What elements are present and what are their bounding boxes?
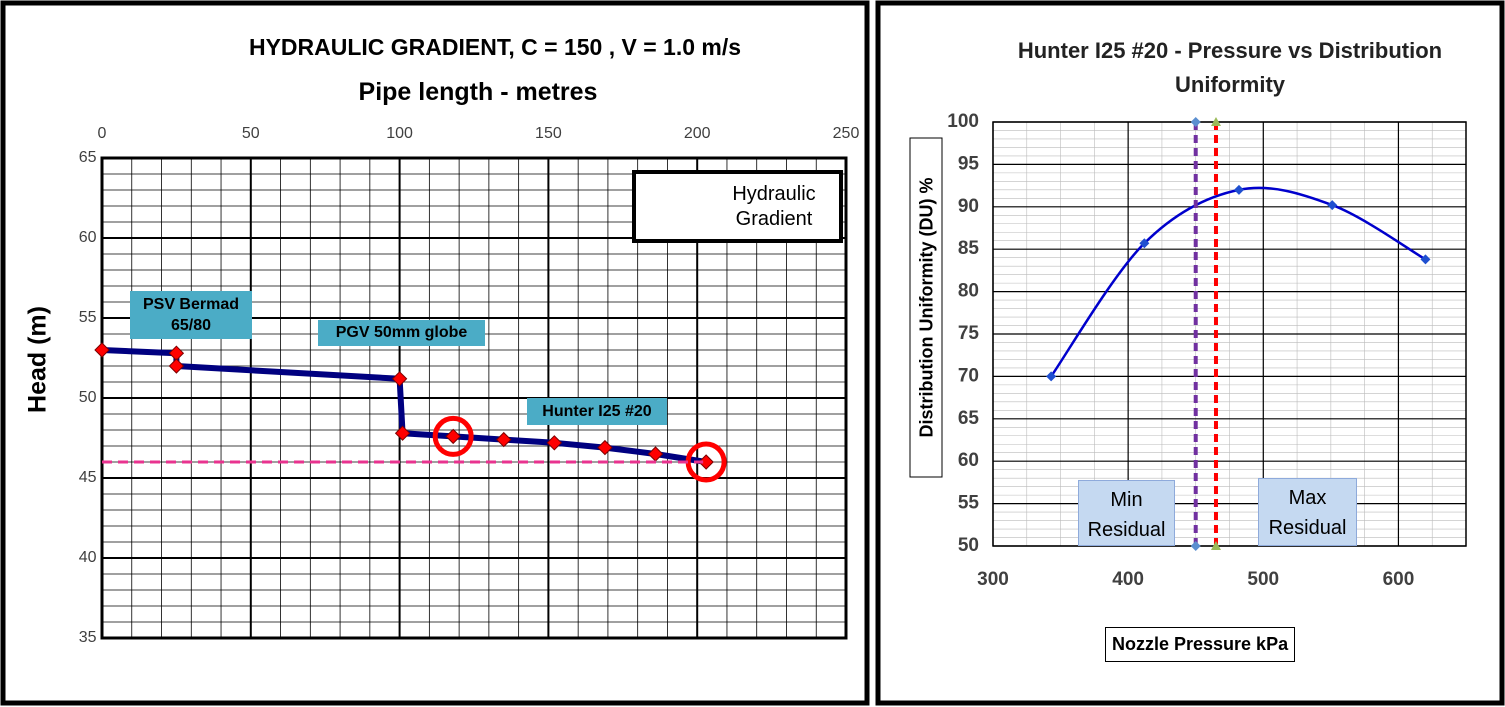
x-tick-label: 300 <box>977 569 1009 590</box>
panel-border <box>0 0 870 706</box>
x-tick-label: 50 <box>242 125 260 142</box>
y-tick-label: 65 <box>79 149 97 166</box>
marker <box>1210 541 1221 550</box>
y-tick-label: 95 <box>958 153 980 174</box>
marker <box>394 425 411 441</box>
y-tick-label: 35 <box>79 629 97 646</box>
marker <box>1327 200 1338 211</box>
marker <box>546 435 563 451</box>
marker <box>1046 371 1057 382</box>
y-tick-label: 80 <box>958 281 979 302</box>
y-axis-label: Head (m) <box>23 306 52 413</box>
marker <box>496 431 512 448</box>
legend-label: Hydraulic Gradient <box>732 183 816 230</box>
x-axis-label: Pipe length - metres <box>358 78 598 106</box>
marker <box>1190 541 1201 551</box>
y-tick-label: 50 <box>958 535 979 556</box>
y-tick-label: 55 <box>79 309 97 326</box>
chart-title: HYDRAULIC GRADIENT, C = 150 , V = 1.0 m/… <box>248 34 742 60</box>
x-tick-label: 200 <box>684 125 711 142</box>
annotation: PGV 50mm globe <box>318 320 485 346</box>
x-tick-label: 250 <box>833 125 860 142</box>
y-tick-label: 75 <box>958 323 980 344</box>
y-tick-label: 45 <box>79 469 97 486</box>
annotation: PSV Bermad 65/80 <box>130 291 252 339</box>
x-tick-label: 150 <box>535 125 562 142</box>
marker <box>391 371 408 387</box>
panel-border <box>875 0 1505 706</box>
marker <box>168 358 185 374</box>
y-tick-label: 100 <box>947 111 979 132</box>
series-line <box>1050 186 1427 378</box>
marker <box>698 454 714 470</box>
y-tick-label: 55 <box>958 493 980 514</box>
series-label: Max Residual <box>1258 478 1357 546</box>
series-label: Min Residual <box>1078 480 1175 546</box>
marker <box>1210 117 1221 126</box>
marker <box>1139 238 1150 249</box>
y-tick-label: 60 <box>958 450 979 471</box>
chart-title: Hunter I25 #20 - Pressure vs Distributio… <box>1017 38 1443 97</box>
y-tick-label: 85 <box>958 238 980 259</box>
y-tick-label: 70 <box>958 365 979 386</box>
marker <box>597 439 613 456</box>
y-tick-label: 90 <box>958 196 979 217</box>
y-axis-label: Distribution Uniformity (DU) % <box>909 137 943 478</box>
plot-frame <box>100 156 848 640</box>
y-tick-label: 50 <box>79 389 97 406</box>
highlight-circle <box>432 415 474 457</box>
x-tick-label: 0 <box>98 125 107 142</box>
y-tick-label: 60 <box>79 229 97 246</box>
marker <box>1420 254 1431 265</box>
y-tick-label: 65 <box>958 408 980 429</box>
marker <box>445 428 461 445</box>
marker <box>1233 184 1244 195</box>
x-tick-label: 600 <box>1383 569 1415 590</box>
x-tick-label: 100 <box>386 125 413 142</box>
plot-frame <box>992 121 1467 547</box>
x-axis-label: Nozzle Pressure kPa <box>1105 627 1296 662</box>
x-tick-label: 400 <box>1112 569 1144 590</box>
marker <box>94 342 110 358</box>
highlight-circle <box>685 441 727 483</box>
x-tick-label: 500 <box>1247 569 1279 590</box>
y-tick-label: 40 <box>79 549 97 566</box>
legend: Hydraulic Gradient <box>632 170 843 243</box>
marker <box>1190 117 1201 127</box>
annotation: Hunter I25 #20 <box>527 398 667 425</box>
